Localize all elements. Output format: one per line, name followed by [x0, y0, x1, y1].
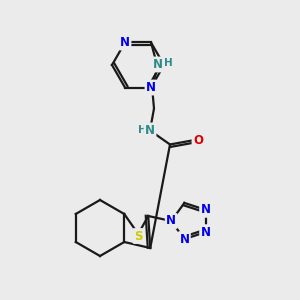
Text: N: N: [145, 124, 155, 137]
Text: N: N: [179, 232, 189, 246]
Text: H: H: [164, 58, 173, 68]
Text: N: N: [201, 226, 211, 239]
Text: N: N: [201, 203, 211, 216]
Text: H: H: [138, 125, 146, 136]
Text: S: S: [134, 230, 142, 242]
Text: N: N: [153, 58, 163, 71]
Text: O: O: [193, 134, 203, 147]
Text: N: N: [120, 36, 130, 49]
Text: N: N: [146, 81, 156, 94]
Text: N: N: [166, 214, 176, 227]
